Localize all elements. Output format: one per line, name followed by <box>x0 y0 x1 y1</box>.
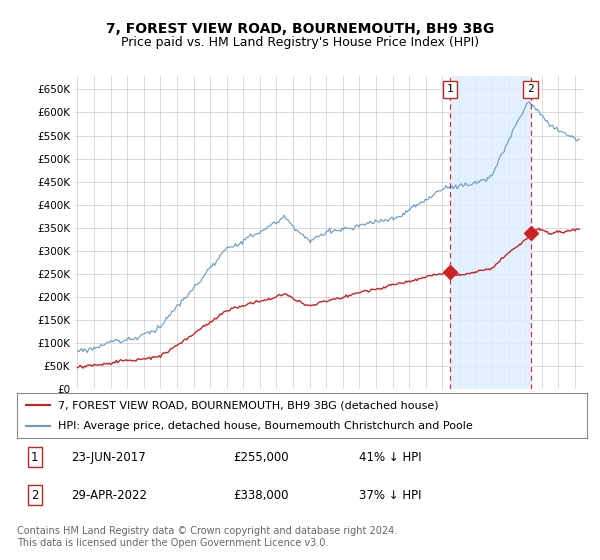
Text: 37% ↓ HPI: 37% ↓ HPI <box>359 489 421 502</box>
Text: 1: 1 <box>447 85 454 95</box>
Text: 41% ↓ HPI: 41% ↓ HPI <box>359 451 421 464</box>
Text: Price paid vs. HM Land Registry's House Price Index (HPI): Price paid vs. HM Land Registry's House … <box>121 36 479 49</box>
Text: £338,000: £338,000 <box>233 489 289 502</box>
Text: 29-APR-2022: 29-APR-2022 <box>71 489 147 502</box>
Text: 7, FOREST VIEW ROAD, BOURNEMOUTH, BH9 3BG (detached house): 7, FOREST VIEW ROAD, BOURNEMOUTH, BH9 3B… <box>58 400 439 410</box>
Text: 1: 1 <box>31 451 38 464</box>
Text: Contains HM Land Registry data © Crown copyright and database right 2024.
This d: Contains HM Land Registry data © Crown c… <box>17 526 397 548</box>
Text: 23-JUN-2017: 23-JUN-2017 <box>71 451 146 464</box>
Text: 2: 2 <box>527 85 534 95</box>
Text: 2: 2 <box>31 489 38 502</box>
Text: HPI: Average price, detached house, Bournemouth Christchurch and Poole: HPI: Average price, detached house, Bour… <box>58 421 473 431</box>
Bar <box>450 76 530 389</box>
Text: £255,000: £255,000 <box>233 451 289 464</box>
Text: 7, FOREST VIEW ROAD, BOURNEMOUTH, BH9 3BG: 7, FOREST VIEW ROAD, BOURNEMOUTH, BH9 3B… <box>106 22 494 36</box>
